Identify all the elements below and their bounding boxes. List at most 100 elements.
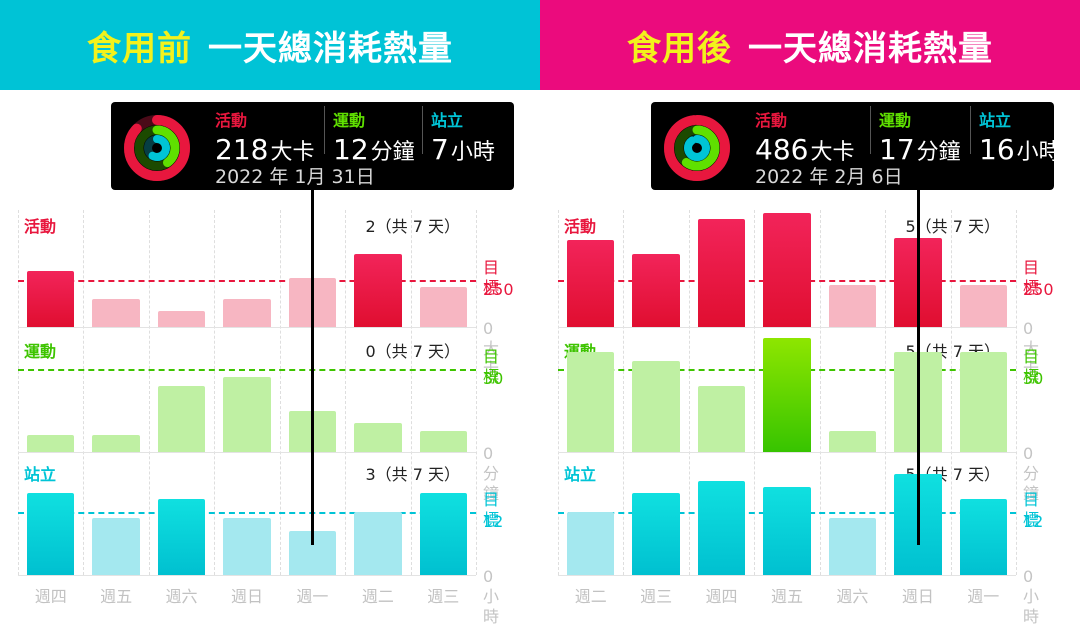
metric-label-stand: 站立 [431,111,464,130]
goal-count-exercise: 0（共 7 天） [365,342,460,361]
bar-move[interactable] [223,298,271,327]
bar-move[interactable] [92,298,140,327]
metric-unit-exercise: 分鐘 [370,140,415,165]
activity-grid: 活動 2（共 7 天） 目標 250 0 大卡 運動 0（共 7 天） 目標 30 0 分鐘 站立 3… [18,210,514,626]
selected-day-indicator [916,185,920,545]
day-label[interactable]: 週五 [100,587,133,606]
column-divider [819,210,821,575]
day-label[interactable]: 週一 [967,587,1000,606]
day-label[interactable]: 週五 [770,587,803,606]
bar-exercise[interactable] [157,385,206,452]
section-baseline [18,575,476,576]
activity-rings-icon [664,115,730,181]
bar-exercise[interactable] [959,352,1007,452]
metric-value-exercise: 12分鐘 [333,133,415,166]
bar-stand[interactable] [959,499,1007,575]
day-label[interactable]: 週六 [165,587,198,606]
header-keyword: 食用前 [87,28,192,69]
bar-stand[interactable] [567,512,615,575]
bar-move[interactable] [959,284,1007,327]
header-title: 一天總消耗熱量 [208,28,453,69]
metric-stand: 站立 16小時 [979,107,1061,166]
column-divider [754,210,756,575]
goal-label-stand: 目標 [483,490,500,529]
metric-move: 活動 486大卡 [755,107,854,166]
day-label[interactable]: 週日 [901,587,934,606]
day-label[interactable]: 週四 [34,587,67,606]
bar-stand[interactable] [828,518,877,575]
bar-move[interactable] [27,270,75,327]
bar-exercise[interactable] [354,422,402,452]
section-baseline [558,327,1016,328]
metric-separator [970,106,971,154]
goal-count-stand: 3（共 7 天） [365,465,460,484]
bar-move[interactable] [567,240,615,327]
column-divider [279,210,281,575]
metric-number-move: 486 [755,133,809,166]
bar-stand[interactable] [697,480,746,575]
bar-stand[interactable] [763,486,811,575]
bar-move[interactable] [763,213,811,327]
bar-exercise[interactable] [27,435,75,452]
day-label[interactable]: 週六 [836,587,869,606]
ring-stand [684,135,710,161]
header-title: 一天總消耗熱量 [748,28,993,69]
bar-stand[interactable] [632,493,680,575]
bar-exercise[interactable] [828,431,877,452]
day-label[interactable]: 週二 [574,587,607,606]
bar-exercise[interactable] [223,377,271,452]
bar-move[interactable] [157,310,206,327]
goal-value-move: 250 [1023,280,1054,299]
bar-stand[interactable] [27,493,75,575]
bar-exercise[interactable] [419,431,467,452]
column-divider [885,210,887,575]
metric-separator [324,106,325,154]
metric-number-exercise: 12 [333,133,369,166]
goal-line-stand [18,512,476,514]
ring-exercise [674,125,720,171]
day-label[interactable]: 週日 [230,587,263,606]
metric-number-move: 218 [215,133,269,166]
bar-exercise[interactable] [567,352,615,452]
axis-zero-stand: 0 小時 [483,567,500,626]
bar-stand[interactable] [419,493,467,575]
goal-label-move: 目標 [483,258,500,297]
day-label[interactable]: 週三 [427,587,460,606]
axis-zero-move: 0 大卡 [483,319,500,378]
summary-date: 2022 年 2月 6日 [755,166,903,188]
bar-exercise[interactable] [92,435,140,452]
day-label[interactable]: 週三 [640,587,673,606]
bar-move[interactable] [419,287,467,327]
metric-separator [422,106,423,154]
goal-value-exercise: 30 [483,369,504,388]
bar-stand[interactable] [157,499,206,575]
bar-stand[interactable] [92,518,140,575]
bar-move[interactable] [632,254,680,327]
column-divider [688,210,690,575]
bar-move[interactable] [354,254,402,327]
selected-day-indicator [311,185,315,545]
metric-label-exercise: 運動 [879,111,912,130]
activity-summary-card[interactable]: 活動 218大卡 運動 12分鐘 站立 7小時 2022 年 1月 31日 [111,102,514,190]
panel-before: 活動 2（共 7 天） 目標 250 0 大卡 運動 0（共 7 天） 目標 30 0 分鐘 站立 3… [0,90,540,626]
bar-exercise[interactable] [632,360,680,452]
bar-move[interactable] [697,218,746,327]
bar-stand[interactable] [354,512,402,575]
day-label[interactable]: 週一 [296,587,329,606]
summary-date: 2022 年 1月 31日 [215,166,375,188]
activity-summary-card[interactable]: 活動 486大卡 運動 17分鐘 站立 16小時 2022 年 2月 6日 [651,102,1061,190]
day-label[interactable]: 週二 [361,587,394,606]
bar-exercise[interactable] [697,385,746,452]
goal-label-exercise: 目標 [483,347,500,386]
day-label[interactable]: 週四 [705,587,738,606]
bar-stand[interactable] [223,518,271,575]
column-divider [410,210,412,575]
bar-move[interactable] [828,284,877,327]
column-divider [476,210,477,575]
metric-unit-move: 大卡 [810,140,855,165]
axis-zero-move: 0 大卡 [1023,319,1040,378]
metric-exercise: 運動 12分鐘 [333,107,415,166]
bar-exercise[interactable] [763,338,811,452]
